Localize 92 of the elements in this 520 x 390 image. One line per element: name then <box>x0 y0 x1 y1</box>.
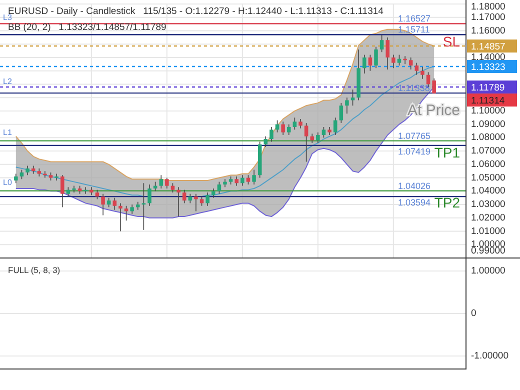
ref-line-label: 1.07765 <box>398 130 431 141</box>
y-tick-label: 1.07000 <box>471 146 506 157</box>
candlestick <box>350 89 355 106</box>
candlestick <box>101 193 105 216</box>
candlestick <box>362 54 366 74</box>
candlestick <box>159 174 163 189</box>
candlestick <box>148 184 152 206</box>
ref-line-label: 1.13323 <box>471 62 506 74</box>
ref-line-label: 1.15711 <box>398 24 430 35</box>
candlestick <box>345 97 349 114</box>
candlestick <box>322 126 326 138</box>
candlestick <box>310 133 314 144</box>
y-tick-label: 1.18000 <box>471 2 506 13</box>
candlestick <box>60 174 64 208</box>
candlestick <box>298 118 302 129</box>
text: L0 <box>3 178 12 188</box>
y-tick-label: 1.16000 <box>471 25 506 36</box>
candlestick <box>194 193 198 212</box>
y-tick-label: 0.99000 <box>471 246 506 257</box>
y-tick-label: 1.06000 <box>471 158 506 170</box>
y-tick-label: 1.17000 <box>471 12 506 23</box>
candlestick <box>66 186 70 197</box>
candlestick <box>368 54 372 72</box>
candlestick <box>420 66 424 80</box>
candlestick <box>432 78 436 94</box>
ref-line-label: 1.03594 <box>398 198 431 208</box>
text: 0 <box>471 308 476 320</box>
candlestick <box>339 102 344 124</box>
candlestick <box>397 54 402 66</box>
text: FULL (5, 8, 3) <box>8 265 60 275</box>
ref-line-label: 1.04026 <box>398 180 431 191</box>
candlestick <box>188 193 192 204</box>
text: BB (20, 2) 1.13323/1.14857/1.11789 <box>8 22 166 33</box>
y-tick-label: 1.10000 <box>471 105 506 116</box>
y-tick-label: 1.03000 <box>471 199 506 210</box>
candlestick <box>304 122 308 162</box>
candlestick <box>142 182 146 230</box>
candlestick <box>72 185 76 193</box>
text: L2 <box>3 77 12 86</box>
candlestick <box>118 202 122 232</box>
candlestick <box>211 188 216 198</box>
y-tick-label: 1.14000 <box>471 52 506 63</box>
candlestick <box>54 173 58 181</box>
candlestick <box>182 189 186 204</box>
annotation: TP2 <box>434 194 460 211</box>
candlestick <box>414 62 419 76</box>
y-tick-label: 1.02000 <box>471 212 506 224</box>
ref-line-label: 1.14857 <box>471 42 506 53</box>
y-tick-label: 1.05000 <box>471 172 506 184</box>
text: -1.00000 <box>471 350 509 362</box>
candlestick <box>392 54 396 69</box>
candlestick <box>206 192 210 206</box>
y-tick-label: 1.09000 <box>471 118 506 130</box>
candlestick <box>165 177 169 189</box>
y-tick-label: 1.04000 <box>471 186 506 197</box>
text: L3 <box>3 13 12 22</box>
candlestick <box>380 34 384 53</box>
candlestick <box>176 186 180 217</box>
candlestick <box>95 189 100 200</box>
text: 1.11314 <box>471 96 505 107</box>
candlestick <box>234 176 239 186</box>
candlestick <box>292 117 297 130</box>
candlestick <box>14 173 18 184</box>
text: SL <box>442 34 460 50</box>
y-tick-label: 1.08000 <box>471 132 506 144</box>
candlestick <box>20 169 24 180</box>
candlestick <box>26 165 30 176</box>
candlestick <box>240 174 244 186</box>
candlestick <box>130 204 134 214</box>
candlestick <box>281 121 285 136</box>
candlestick <box>217 181 222 194</box>
candlestick <box>112 197 117 210</box>
text: L1 <box>3 128 12 138</box>
candlestick <box>374 46 378 69</box>
candlestick <box>106 197 111 208</box>
candlestick <box>316 132 320 144</box>
candlestick <box>408 57 413 70</box>
candlestick <box>287 124 291 136</box>
ref-line-label: 1.16527 <box>398 14 431 24</box>
candlestick <box>246 174 250 185</box>
ref-line-label: 1.11789 <box>471 82 505 94</box>
candlestick <box>264 136 268 148</box>
candlestick <box>170 182 175 193</box>
ref-line-label: 1.11338 <box>398 83 430 94</box>
candlestick <box>333 117 338 136</box>
candlestick <box>270 126 274 142</box>
ref-line-label: 1.07419 <box>398 146 431 156</box>
y-tick-label: 1.01000 <box>471 226 506 237</box>
candlestick <box>386 37 390 70</box>
annotation: TP1 <box>434 144 460 161</box>
candlestick <box>252 169 256 185</box>
candlestick <box>200 196 204 206</box>
